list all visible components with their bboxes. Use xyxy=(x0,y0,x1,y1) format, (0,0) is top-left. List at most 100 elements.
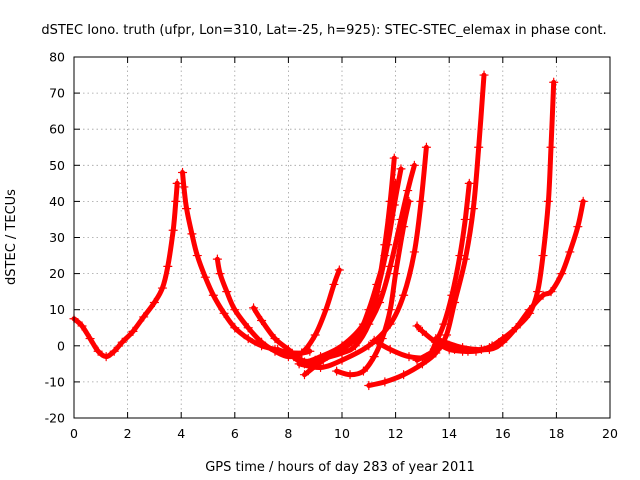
data-point-marker xyxy=(358,366,369,376)
data-point-marker xyxy=(404,352,414,362)
x-tick-label: 2 xyxy=(124,426,132,441)
series-arc-14 xyxy=(431,196,588,355)
data-point-marker xyxy=(212,254,222,264)
y-tick-label: 50 xyxy=(49,158,65,173)
data-point-marker xyxy=(215,269,225,279)
data-point-marker xyxy=(389,153,399,163)
data-point-marker xyxy=(181,204,192,214)
x-axis-ticks: 0 2 4 6 8 10 12 14 16 18 20 xyxy=(70,57,618,441)
data-point-marker xyxy=(177,167,188,178)
data-point-marker xyxy=(364,305,374,315)
data-point-marker xyxy=(479,70,489,80)
data-point-marker xyxy=(409,247,419,257)
data-point-marker xyxy=(416,196,426,206)
data-point-marker xyxy=(109,346,119,356)
data-point-marker xyxy=(334,265,344,275)
data-point-marker xyxy=(578,196,588,206)
data-point-marker xyxy=(573,222,583,232)
y-tick-label: 70 xyxy=(49,86,65,101)
x-tick-label: 10 xyxy=(334,426,350,441)
data-point-marker xyxy=(369,352,379,362)
y-tick-label: 60 xyxy=(49,122,65,137)
data-point-marker xyxy=(543,196,553,206)
data-point-marker xyxy=(412,355,422,365)
data-point-marker xyxy=(93,346,103,356)
data-point-marker xyxy=(332,366,342,376)
series-arc-11 xyxy=(364,70,489,391)
series-line xyxy=(371,180,472,361)
data-point-marker xyxy=(310,330,320,340)
data-point-marker xyxy=(273,344,283,355)
y-tick-label: 80 xyxy=(49,50,65,65)
data-point-marker xyxy=(294,359,304,369)
data-point-marker xyxy=(538,250,548,261)
data-point-marker xyxy=(337,344,347,355)
data-point-marker xyxy=(458,343,468,353)
data-point-marker xyxy=(455,250,465,261)
data-point-marker xyxy=(474,142,484,152)
data-point-marker xyxy=(222,287,232,297)
x-tick-label: 16 xyxy=(495,426,511,441)
data-point-marker xyxy=(318,355,328,365)
data-point-marker xyxy=(391,269,401,279)
data-point-marker xyxy=(243,333,253,344)
data-point-marker xyxy=(460,254,470,264)
data-point-marker xyxy=(101,352,111,362)
data-point-marker xyxy=(385,261,395,271)
data-point-marker xyxy=(546,287,556,297)
data-point-marker xyxy=(403,185,413,196)
data-point-marker xyxy=(449,297,460,308)
data-point-marker xyxy=(431,333,441,344)
data-point-marker xyxy=(444,344,454,355)
y-axis-label: dSTEC / TECUs xyxy=(4,189,19,285)
data-series xyxy=(69,70,588,391)
data-point-marker xyxy=(270,333,280,344)
data-point-marker xyxy=(353,330,363,340)
data-point-marker xyxy=(77,321,87,331)
data-point-marker xyxy=(385,344,395,355)
data-point-marker xyxy=(149,297,159,308)
data-point-marker xyxy=(248,303,259,313)
data-point-marker xyxy=(399,290,409,300)
data-point-marker xyxy=(117,337,127,347)
data-point-marker xyxy=(484,344,494,355)
data-point-marker xyxy=(139,312,149,322)
data-point-marker xyxy=(439,319,449,329)
data-point-marker xyxy=(337,355,347,365)
y-tick-label: 0 xyxy=(57,338,65,353)
data-point-marker xyxy=(391,178,401,188)
data-point-marker xyxy=(468,204,478,214)
y-tick-label: 40 xyxy=(49,194,65,209)
data-point-marker xyxy=(525,305,535,315)
data-point-marker xyxy=(219,308,229,318)
data-point-marker xyxy=(321,305,331,315)
data-point-marker xyxy=(187,229,197,239)
data-point-marker xyxy=(171,196,181,206)
y-tick-label: 30 xyxy=(49,230,65,245)
data-point-marker xyxy=(533,287,543,297)
data-point-marker xyxy=(538,290,548,300)
chart-title: dSTEC Iono. truth (ufpr, Lon=310, Lat=-2… xyxy=(41,23,606,38)
series-arc-7 xyxy=(294,142,432,373)
data-point-marker xyxy=(417,326,427,336)
data-point-marker xyxy=(404,196,414,206)
y-axis-ticks: -20 -10 0 10 20 30 40 50 60 70 80 xyxy=(45,50,610,426)
data-point-marker xyxy=(396,164,406,174)
data-point-marker xyxy=(230,323,240,333)
data-point-marker xyxy=(350,341,360,351)
data-point-marker xyxy=(511,323,521,333)
data-point-marker xyxy=(243,323,253,333)
data-point-marker xyxy=(377,333,387,344)
data-point-marker xyxy=(230,305,240,315)
data-point-marker xyxy=(441,330,452,340)
data-point-marker xyxy=(364,380,374,391)
x-tick-label: 4 xyxy=(177,426,185,441)
data-point-marker xyxy=(257,337,267,347)
data-point-marker xyxy=(399,222,409,232)
data-point-marker xyxy=(374,297,385,308)
data-point-marker xyxy=(299,370,310,380)
series-arc-8 xyxy=(299,178,401,380)
series-line xyxy=(285,162,417,367)
data-point-marker xyxy=(364,341,374,351)
x-tick-label: 18 xyxy=(548,426,564,441)
